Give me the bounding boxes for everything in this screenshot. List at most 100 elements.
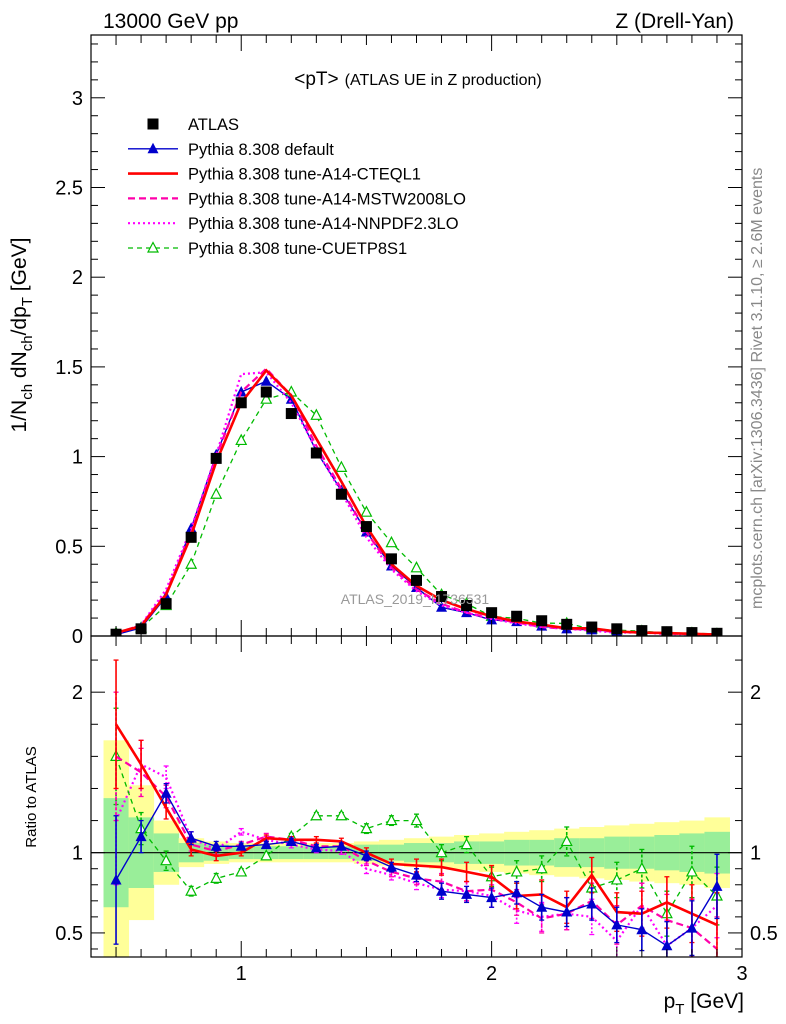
top-ylabel: 1/Nch dNch/dpT [GeV]	[8, 238, 36, 433]
ylabel-sub-ch1: ch	[19, 384, 36, 400]
top-point-data	[260, 386, 272, 398]
top-point-green-dashed	[335, 460, 348, 472]
ylabel-part-unit: [GeV]	[8, 238, 31, 298]
xtick-label: 1	[236, 963, 247, 985]
ratio-point-green-dashed	[610, 873, 623, 885]
ratio-point-blue-triangle	[511, 886, 523, 898]
ratio-point-green-dashed	[535, 861, 548, 874]
legend-label: Pythia 8.308 tune-A14-NNPDF2.3LO	[188, 215, 459, 233]
chart-title: <pT> (ATLAS UE in Z production)	[294, 69, 541, 90]
chart-title-main: <pT>	[294, 69, 338, 90]
ratio-point-blue-triangle	[611, 918, 623, 930]
top-point-green-dashed	[210, 487, 223, 499]
ratio-point-blue-triangle	[661, 939, 673, 951]
legend-entry-magenta-dashed: Pythia 8.308 tune-A14-MSTW2008LO	[128, 190, 466, 208]
ratio-ytick-label-right: 2	[750, 682, 761, 704]
axes-layer: 00.511.522.531 2 30.5 0.51 12 2	[55, 34, 778, 985]
ratio-point-blue-triangle	[536, 901, 548, 912]
top-point-data	[385, 553, 397, 565]
xlabel-part-unit: [GeV]	[684, 990, 744, 1013]
top-point-data	[310, 447, 322, 459]
ratio-point-blue-triangle	[636, 923, 648, 935]
ylabel-part-dn: dN	[8, 351, 31, 384]
legend-entry-red-solid: Pythia 8.308 tune-A14-CTEQL1	[128, 166, 421, 184]
legend-entry-magenta-dotted: Pythia 8.308 tune-A14-NNPDF2.3LO	[128, 215, 459, 233]
mcplots-label: mcplots.cern.ch [arXiv:1306.3436]	[749, 367, 766, 609]
top-point-data	[335, 488, 347, 500]
legend: ATLAS Pythia 8.308 default Pythia 8.308 tu…	[128, 116, 466, 258]
top-point-green-dashed	[410, 561, 423, 573]
ratio-point-blue-triangle	[711, 880, 723, 891]
ratio-point-blue-triangle	[285, 835, 297, 846]
legend-label: ATLAS	[188, 116, 239, 134]
top-point-data	[235, 397, 247, 409]
top-point-green-dashed	[360, 505, 373, 517]
xtick-label: 2	[486, 963, 497, 985]
xlabel-part-main: p	[664, 990, 676, 1013]
ratio-series-layer	[110, 659, 723, 957]
top-point-data	[436, 591, 448, 603]
ratio-point-blue-triangle	[335, 840, 347, 851]
top-point-data	[285, 408, 297, 420]
legend-entry-green-dashed: Pythia 8.308 tune-CUETP8S1	[128, 240, 407, 258]
ratio-point-blue-triangle	[411, 869, 422, 880]
top-ytick-label: 0	[72, 626, 83, 648]
ratio-point-green-dashed	[210, 871, 223, 883]
ratio-point-blue-triangle	[210, 840, 222, 851]
header-right: Z (Drell-Yan)	[615, 10, 734, 33]
ylabel-sub-t: T	[19, 297, 36, 306]
ratio-point-blue-triangle	[310, 841, 322, 853]
top-ytick-label: 1.5	[55, 357, 83, 379]
ratio-point-blue-triangle	[160, 787, 172, 798]
bottom-ylabel: Ratio to ATLAS	[23, 746, 40, 847]
ratio-point-green-dashed	[385, 813, 398, 826]
ratio-ytick-label: 0.5	[55, 923, 83, 945]
legend-label: Pythia 8.308 tune-A14-CTEQL1	[188, 166, 421, 184]
legend-entry-blue-triangle: Pythia 8.308 default	[128, 141, 334, 159]
ratio-point-blue-triangle	[235, 840, 247, 851]
bottom-frame	[90, 635, 743, 958]
header-left: 13000 GeV pp	[103, 10, 238, 33]
top-ytick-label: 0.5	[55, 536, 83, 558]
ratio-series-red-solid	[113, 659, 720, 957]
legend-label: Pythia 8.308 tune-A14-MSTW2008LO	[188, 190, 466, 208]
legend-marker	[147, 142, 159, 154]
top-point-green-dashed	[260, 392, 273, 404]
ratio-point-green-dashed	[310, 808, 323, 821]
top-point-data	[360, 521, 372, 533]
ratio-series-green-dashed	[110, 707, 723, 937]
analysis-watermark: ATLAS_2019_I1736531	[341, 591, 490, 607]
ratio-point-blue-triangle	[135, 830, 147, 842]
top-point-green-dashed	[185, 557, 198, 569]
ratio-ytick-label-right: 0.5	[750, 923, 778, 945]
ratio-point-green-dashed	[560, 834, 573, 847]
ratio-point-blue-triangle	[461, 888, 473, 899]
top-point-green-dashed	[235, 433, 248, 446]
top-ytick-label: 3	[72, 88, 83, 110]
top-point-data	[536, 615, 548, 627]
top-point-green-dashed	[310, 408, 323, 420]
ratio-ytick-label-right: 1	[750, 843, 761, 865]
ratio-ytick-label: 2	[72, 682, 83, 704]
legend-entry-data: ATLAS	[147, 116, 239, 134]
ratio-point-green-dashed	[160, 853, 173, 866]
top-point-data	[511, 610, 523, 622]
top-series-magenta-dotted	[115, 371, 717, 636]
top-point-data	[185, 531, 197, 543]
top-ytick-label: 2.5	[55, 177, 83, 199]
legend-marker	[147, 118, 159, 130]
ratio-point-blue-triangle	[360, 849, 372, 861]
top-point-blue-triangle	[260, 375, 272, 386]
ratio-point-green-dashed	[460, 837, 473, 850]
ratio-point-blue-triangle	[686, 922, 698, 933]
ratio-point-blue-triangle	[436, 885, 448, 896]
legend-label: Pythia 8.308 tune-CUETP8S1	[188, 240, 407, 258]
top-point-blue-triangle	[436, 601, 448, 612]
top-point-data	[586, 621, 598, 633]
ratio-series-blue-triangle	[110, 783, 723, 957]
top-point-data	[160, 598, 172, 610]
chart-title-sub: (ATLAS UE in Z production)	[345, 72, 542, 89]
top-point-data	[461, 600, 473, 612]
ratio-point-green-dashed	[260, 849, 273, 861]
